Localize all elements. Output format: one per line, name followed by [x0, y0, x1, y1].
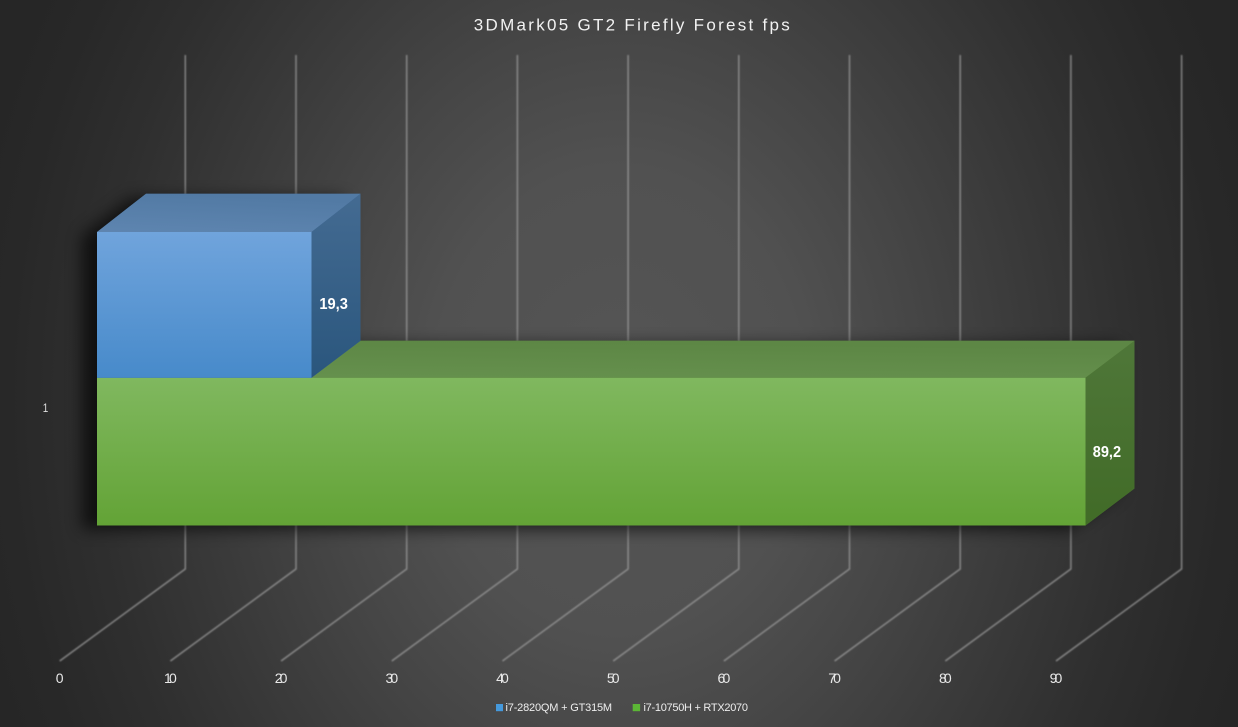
svg-text:40: 40 [496, 670, 509, 686]
svg-text:50: 50 [607, 670, 620, 686]
svg-text:i7-10750H + RTX2070: i7-10750H + RTX2070 [644, 702, 749, 714]
svg-text:70: 70 [828, 670, 841, 686]
svg-text:19,3: 19,3 [319, 296, 348, 313]
svg-text:i7-2820QM + GT315M: i7-2820QM + GT315M [506, 702, 613, 714]
svg-text:10: 10 [164, 670, 177, 686]
svg-text:90: 90 [1050, 670, 1063, 686]
svg-text:60: 60 [718, 670, 731, 686]
svg-text:80: 80 [939, 670, 952, 686]
svg-text:30: 30 [385, 670, 398, 686]
svg-text:89,2: 89,2 [1093, 444, 1121, 461]
svg-text:20: 20 [275, 670, 288, 686]
svg-text:1: 1 [43, 401, 49, 415]
svg-text:0: 0 [56, 670, 64, 686]
svg-text:3DMark05 GT2 Firefly Forest fp: 3DMark05 GT2 Firefly Forest fps [474, 16, 790, 35]
